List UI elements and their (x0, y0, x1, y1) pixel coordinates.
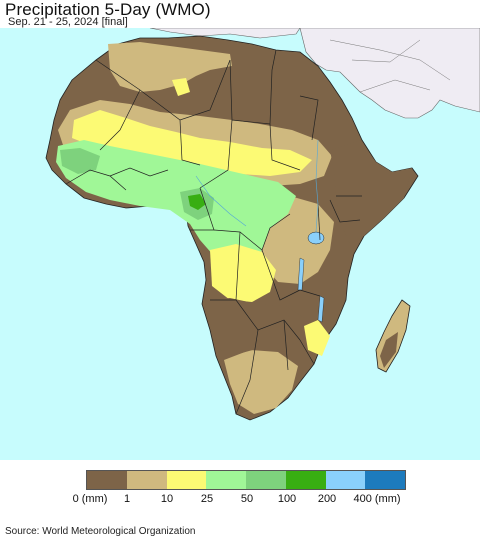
precipitation-map (0, 28, 480, 460)
legend-tick-1: 1 (123, 493, 131, 505)
legend-swatch-2 (166, 471, 207, 489)
legend-swatch-7 (365, 471, 405, 489)
zone-dry-south (204, 298, 304, 354)
zone-dry-horn (330, 140, 412, 244)
legend-swatch-4 (246, 471, 286, 489)
legend-tick-labels: 0 (mm) 1 10 25 50 100 200 400 (mm) (0, 493, 480, 507)
zone-yellow-central (210, 244, 276, 302)
legend-tick-7: 400 (mm) (353, 493, 401, 505)
europe-land (149, 28, 301, 39)
legend-tick-2: 10 (160, 493, 174, 505)
legend-tick-5: 100 (277, 493, 297, 505)
legend-swatch-1 (126, 471, 167, 489)
lake-tanganyika (297, 257, 305, 291)
zone-yellow-sahara-spot (172, 78, 190, 96)
legend-swatch-6 (325, 471, 366, 489)
zone-green-medium (60, 148, 100, 174)
zone-yellow-mozambique (304, 320, 330, 356)
zone-light-tan (108, 42, 232, 92)
legend-swatch-5 (285, 471, 326, 489)
arabian-borders (329, 39, 451, 93)
zone-yellow-north (72, 110, 312, 176)
legend-tick-6: 200 (317, 493, 337, 505)
madagascar-dry (380, 332, 398, 368)
legend-tick-3: 25 (200, 493, 214, 505)
precipitation-legend (86, 470, 406, 490)
country-borders (65, 49, 362, 415)
lake-malawi (317, 295, 325, 323)
page-title: Precipitation 5-Day (WMO) (5, 0, 211, 19)
zone-green-belt (56, 140, 296, 270)
legend-tick-4: 50 (240, 493, 254, 505)
date-range-subtitle: Sep. 21 - 25, 2024 [final] (8, 16, 128, 28)
rivers (195, 139, 319, 233)
middle-east-land (299, 28, 480, 119)
source-credit: Source: World Meteorological Organizatio… (5, 526, 196, 537)
legend-swatch-0 (87, 471, 127, 489)
lake-victoria (307, 231, 325, 245)
legend-tick-0: 0 (mm) (72, 493, 108, 505)
legend-swatch-3 (206, 471, 246, 489)
zone-green-dark (188, 194, 206, 210)
